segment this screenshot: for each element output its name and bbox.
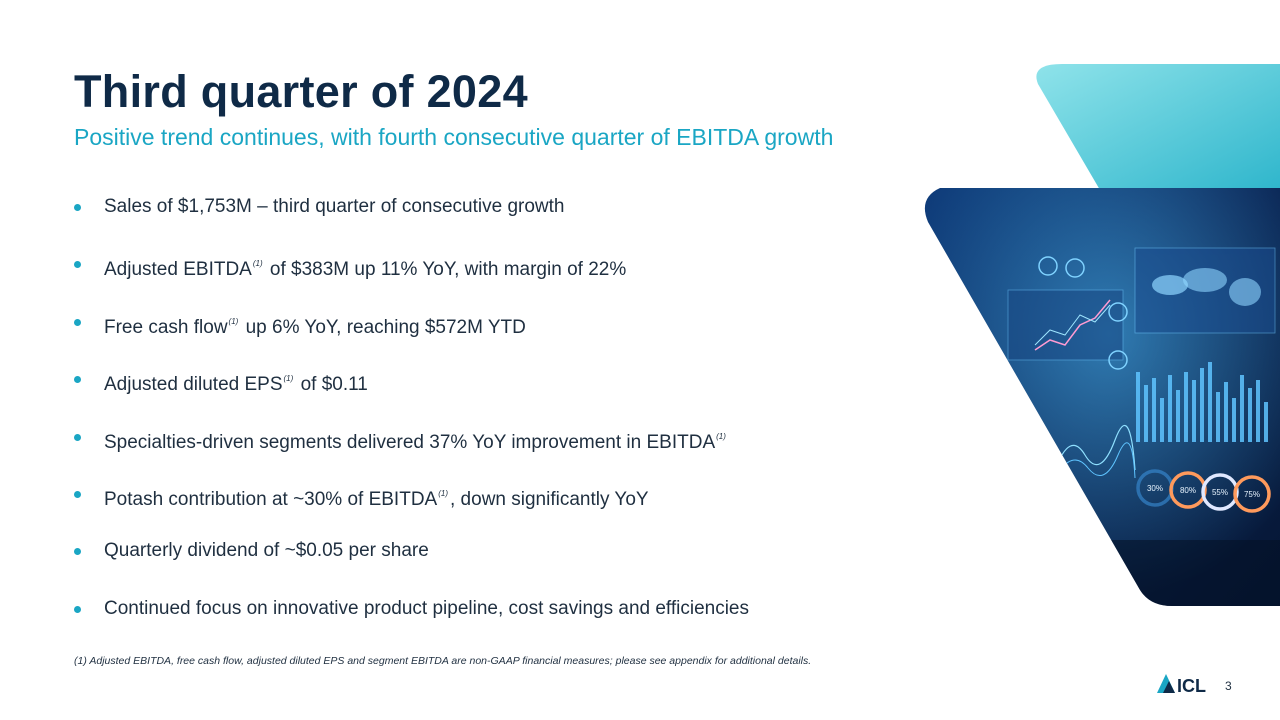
bullet-item: Sales of $1,753M – third quarter of cons…	[74, 192, 749, 249]
bullet-dot	[74, 605, 81, 613]
footnote-marker: (1)	[252, 259, 263, 269]
ring-label-3: 55%	[1212, 488, 1228, 497]
ring-label-4: 75%	[1244, 490, 1260, 499]
bullet-list: Sales of $1,753M – third quarter of cons…	[74, 192, 749, 651]
ring-label-2: 80%	[1180, 486, 1196, 495]
bullet-item: Potash contribution at ~30% of EBITDA(1)…	[74, 479, 749, 536]
slide-subtitle: Positive trend continues, with fourth co…	[74, 124, 834, 150]
bullet-dot	[74, 490, 81, 498]
slide-title: Third quarter of 2024	[74, 66, 528, 117]
icl-logo-icon: ICL	[1157, 674, 1206, 696]
bullet-dot	[74, 548, 81, 556]
bullet-item: Free cash flow(1) up 6% YoY, reaching $5…	[74, 307, 749, 364]
bullet-dot	[74, 261, 81, 269]
tech-dashboard-image: 30% 80% 55% 75%	[924, 188, 1280, 606]
footnote-marker: (1)	[283, 374, 294, 384]
bullet-dot	[74, 204, 81, 211]
footnote-text: (1) Adjusted EBITDA, free cash flow, adj…	[74, 655, 812, 667]
logo-text: ICL	[1177, 676, 1206, 696]
bullet-item: Quarterly dividend of ~$0.05 per share	[74, 536, 749, 593]
ring-label-1: 30%	[1147, 484, 1163, 493]
page-number: 3	[1225, 679, 1232, 693]
footnote-marker: (1)	[716, 431, 726, 441]
footnote-marker: (1)	[438, 488, 448, 498]
bullet-dot	[74, 318, 81, 326]
bullet-item: Continued focus on innovative product pi…	[74, 594, 749, 651]
bullet-dot	[74, 433, 81, 441]
bullet-item: Adjusted diluted EPS(1) of $0.11	[74, 364, 749, 421]
bullet-item: Adjusted EBITDA(1) of $383M up 11% YoY, …	[74, 249, 749, 306]
bullet-item: Specialties-driven segments delivered 37…	[74, 422, 749, 479]
teal-panel-shape	[1036, 64, 1280, 190]
footnote-marker: (1)	[228, 316, 239, 326]
bullet-dot	[74, 376, 81, 384]
